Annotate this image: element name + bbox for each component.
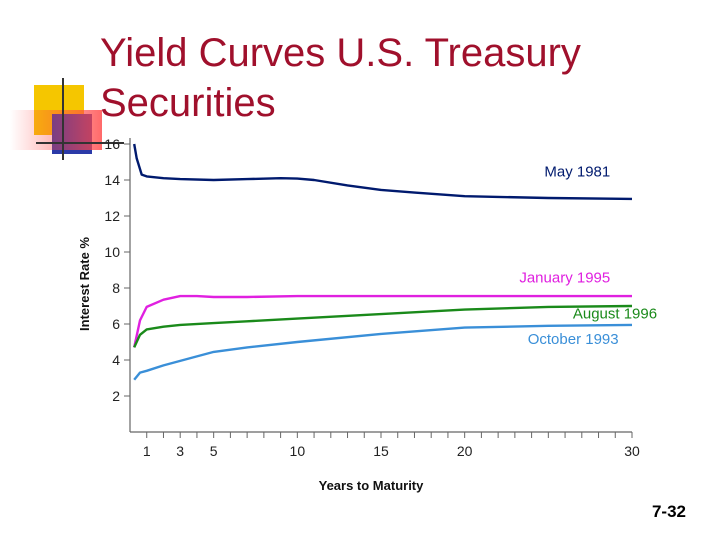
y-tick-label: 14	[104, 172, 120, 188]
y-tick-label: 6	[112, 316, 120, 332]
y-tick-label: 16	[104, 136, 120, 152]
y-tick-label: 10	[104, 244, 120, 260]
y-tick-label: 12	[104, 208, 120, 224]
series-line-4	[133, 323, 633, 381]
series-label-2: January 1995	[519, 270, 610, 287]
deco-horizontal-line	[36, 142, 124, 144]
x-tick-label: 3	[176, 443, 184, 459]
y-tick-label: 8	[112, 280, 120, 296]
y-tick-label: 2	[112, 388, 120, 404]
x-axis-title: Years to Maturity	[319, 478, 425, 493]
x-tick-label: 15	[373, 443, 389, 459]
series-line-2	[133, 294, 632, 348]
y-axis-title: Interest Rate %	[77, 237, 92, 331]
x-tick-label: 30	[624, 443, 640, 459]
x-tick-label: 10	[290, 443, 306, 459]
slide-number: 7-32	[651, 502, 686, 521]
series-label-3: August 1996	[573, 306, 657, 323]
deco-vertical-line	[62, 78, 64, 160]
series-label-4: October 1993	[528, 331, 619, 348]
series-label-1: May 1981	[544, 163, 610, 180]
slide-title: Yield Curves U.S. Treasury Securities	[100, 31, 581, 125]
series-line-1	[133, 143, 633, 201]
y-tick-label: 4	[112, 352, 120, 368]
x-tick-label: 5	[210, 443, 218, 459]
x-tick-label: 20	[457, 443, 473, 459]
x-tick-label: 1	[143, 443, 151, 459]
series-line-3	[133, 304, 633, 348]
